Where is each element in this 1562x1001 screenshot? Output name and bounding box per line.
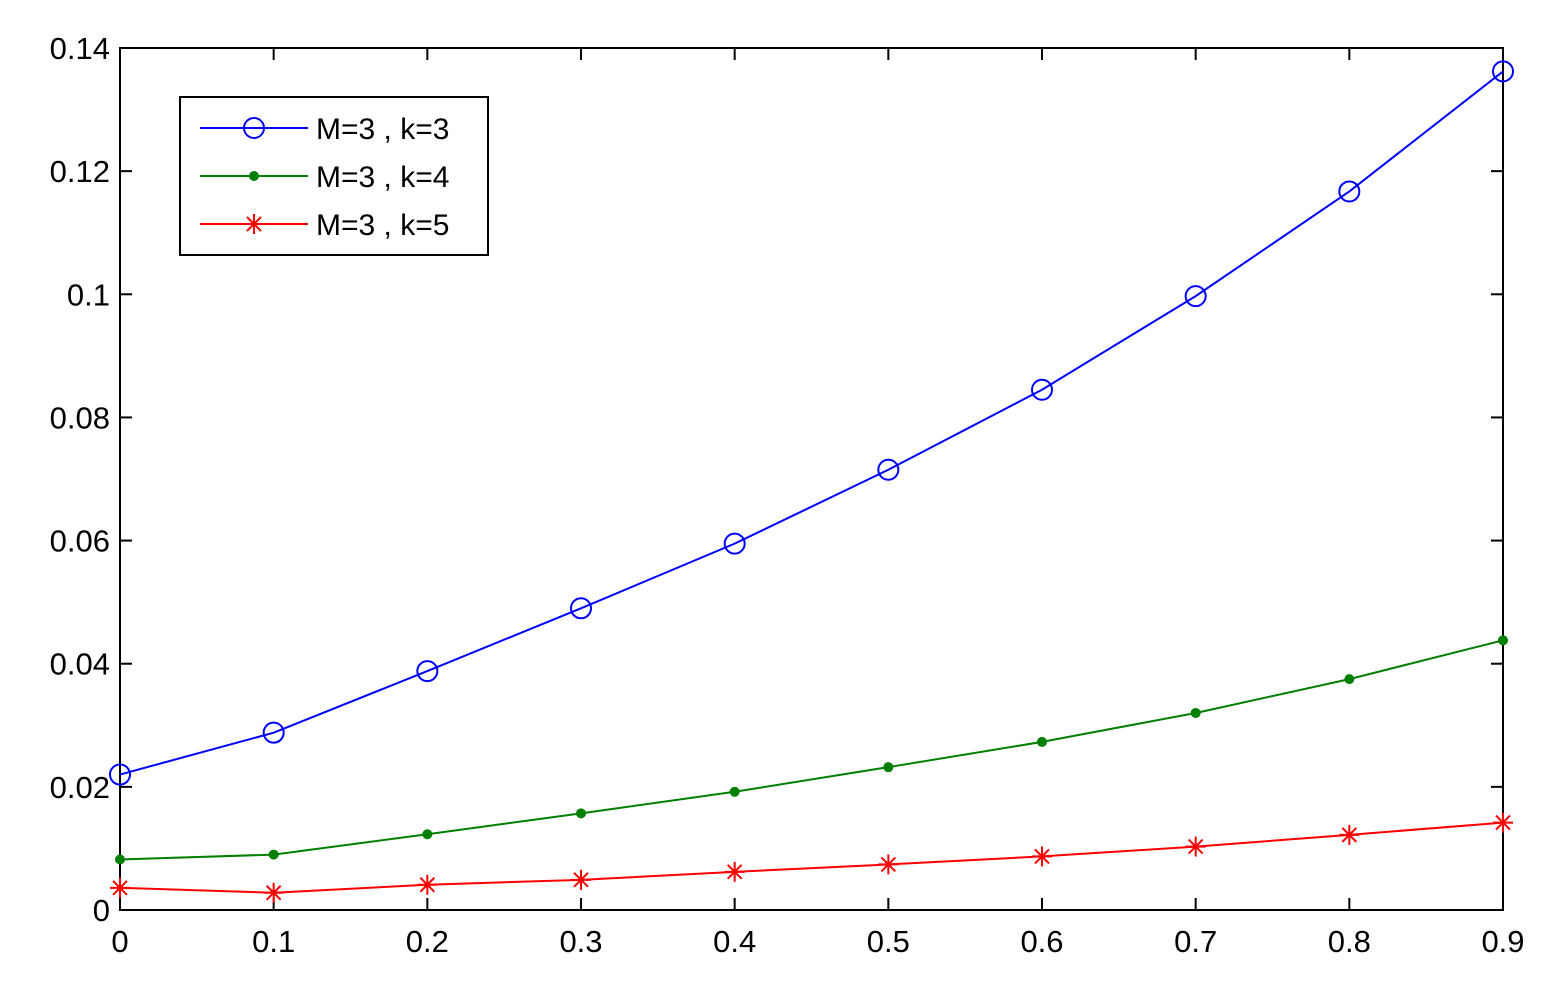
x-tick-label: 0.4 [713, 924, 756, 959]
x-tick-label: 0.5 [867, 924, 910, 959]
data-point-series-3 [1493, 812, 1513, 833]
data-point-series-3 [1339, 824, 1360, 845]
data-point-series-3 [1185, 836, 1206, 857]
data-point-series-3 [878, 854, 899, 875]
legend-marker-2 [249, 171, 259, 181]
star-stroke [1495, 814, 1511, 831]
data-point-series-3 [263, 882, 284, 903]
legend-marker-1 [243, 117, 265, 139]
data-point-series-2 [883, 762, 894, 773]
data-point-series-2 [268, 849, 279, 860]
y-tick-label: 0.08 [50, 400, 110, 435]
x-tick-label: 0.8 [1328, 924, 1371, 959]
y-tick-label: 0 [93, 893, 110, 928]
star-stroke [1187, 838, 1204, 855]
star-stroke [726, 864, 743, 880]
data-point-series-1 [1184, 285, 1207, 308]
legend-label-1: M=3 , k=3 [316, 113, 449, 146]
series-line-2 [119, 639, 1504, 861]
data-point-series-2 [1190, 707, 1201, 718]
axis-ticks: 0 0.1 0.2 0.3 0.4 0.5 0.6 0.7 0.8 0.9 0 0.02 0.04 0.0… [50, 31, 1525, 959]
series-line-3 [119, 821, 1504, 894]
data-point-series-2 [115, 854, 125, 865]
data-point-series-3 [417, 874, 438, 895]
series-line-1 [119, 70, 1504, 776]
legend-label-3: M=3 , k=5 [316, 209, 449, 242]
data-point-series-1 [1492, 60, 1514, 83]
plot-series [109, 60, 1514, 903]
star-stroke [265, 885, 282, 901]
y-tick-label: 0.02 [50, 770, 110, 805]
data-point-series-1 [416, 660, 439, 683]
data-point-series-3 [110, 877, 130, 898]
y-tick-label: 0.12 [50, 154, 110, 189]
data-point-series-1 [877, 458, 900, 481]
star-stroke [112, 880, 128, 896]
data-point-series-1 [570, 597, 592, 620]
data-point-series-1 [109, 763, 131, 786]
data-point-series-2 [1037, 736, 1047, 747]
y-tick-label: 0.14 [50, 31, 110, 66]
data-point-series-3 [724, 861, 745, 882]
legend: M=3 , k=3 M=3 , k=4 M=3 , k=5 [179, 96, 489, 256]
data-point-series-2 [422, 829, 433, 840]
x-tick-label: 0.7 [1174, 924, 1217, 959]
data-point-series-1 [1338, 180, 1361, 203]
data-point-series-1 [1031, 378, 1053, 401]
data-point-series-3 [1032, 846, 1052, 867]
y-tick-label: 0.1 [67, 277, 110, 312]
data-point-series-1 [723, 532, 746, 555]
data-point-series-2 [1498, 635, 1508, 646]
star-stroke [246, 216, 262, 232]
star-stroke [880, 856, 897, 873]
legend-label-2: M=3 , k=4 [316, 161, 449, 194]
star-stroke [1034, 848, 1050, 865]
data-point-series-2 [576, 808, 586, 819]
star-stroke [419, 877, 436, 893]
x-tick-label: 0.3 [559, 924, 602, 959]
data-point-series-1 [262, 721, 285, 744]
x-tick-label: 0.2 [406, 924, 449, 959]
data-point-series-2 [729, 786, 740, 797]
data-point-series-3 [571, 869, 591, 890]
y-tick-label: 0.06 [50, 524, 110, 559]
x-tick-label: 0.9 [1481, 924, 1524, 959]
star-stroke [1341, 827, 1358, 843]
x-tick-label: 0.6 [1020, 924, 1063, 959]
data-point-series-2 [1344, 674, 1355, 685]
x-tick-label: 0.1 [252, 924, 295, 959]
y-tick-label: 0.04 [50, 647, 110, 682]
star-stroke [573, 872, 589, 888]
x-tick-label: 0 [111, 924, 128, 959]
legend-marker-3 [244, 214, 264, 234]
